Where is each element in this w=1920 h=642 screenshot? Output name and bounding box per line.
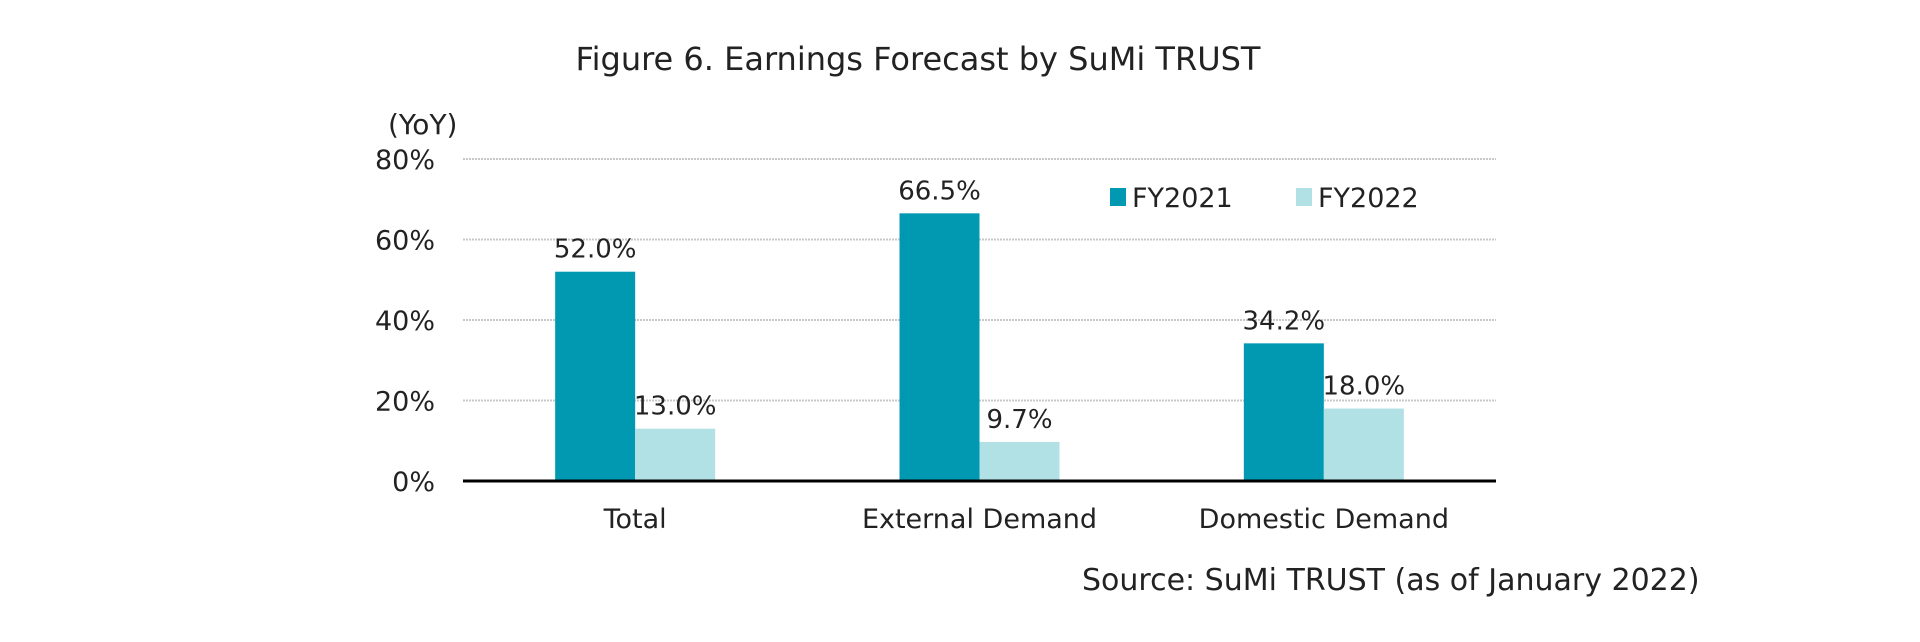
x-tick-label: Domestic Demand	[1199, 504, 1449, 535]
x-tick-label: External Demand	[862, 504, 1097, 535]
y-tick-label: 40%	[375, 306, 435, 337]
y-tick-label: 0%	[392, 467, 435, 498]
source-note: Source: SuMi TRUST (as of January 2022)	[1082, 563, 1700, 598]
legend-swatch-fy2021	[1110, 188, 1126, 206]
data-label: 66.5%	[898, 176, 981, 206]
data-label: 34.2%	[1243, 306, 1326, 336]
bar-fy2022-0	[635, 428, 716, 481]
legend-swatch-fy2022	[1296, 188, 1312, 206]
bar-fy2021-1	[899, 213, 980, 481]
bar-fy2021-0	[555, 271, 636, 481]
y-tick-label: 60%	[375, 226, 435, 257]
y-axis-label: (YoY)	[388, 108, 457, 141]
y-tick-label: 20%	[375, 387, 435, 418]
x-tick-label: Total	[603, 504, 667, 535]
data-label: 13.0%	[634, 392, 717, 422]
data-label: 9.7%	[986, 405, 1052, 435]
chart-title: Figure 6. Earnings Forecast by SuMi TRUS…	[576, 40, 1261, 78]
bar-fy2022-2	[1323, 408, 1404, 481]
bar-fy2022-1	[979, 441, 1060, 481]
data-label: 18.0%	[1323, 372, 1406, 402]
legend-label: FY2021	[1132, 183, 1233, 214]
data-label: 52.0%	[554, 235, 637, 265]
y-tick-label: 80%	[375, 145, 435, 176]
bar-fy2021-2	[1243, 343, 1324, 481]
legend-label: FY2022	[1318, 183, 1419, 214]
